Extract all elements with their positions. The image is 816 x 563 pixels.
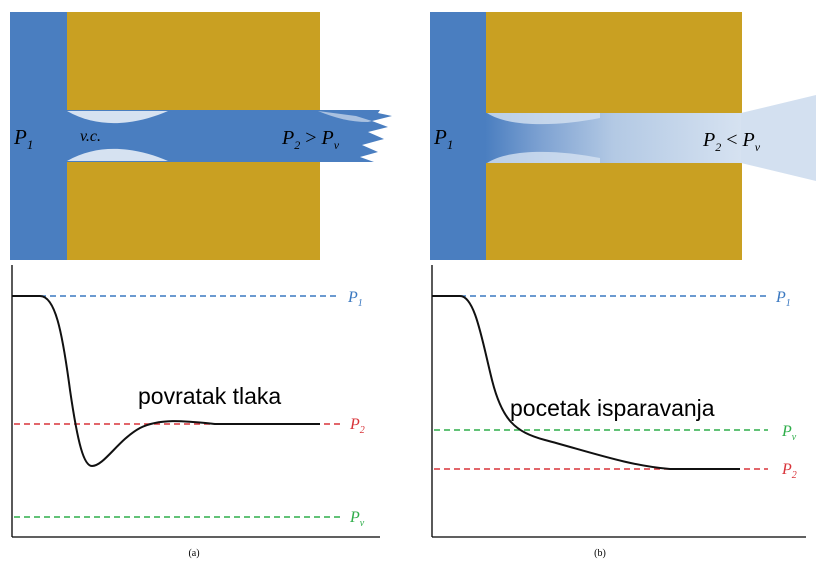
orifice-body-bottom-b <box>485 163 742 260</box>
vena-contracta-bottom-a <box>67 148 168 161</box>
caption-b: (b) <box>594 548 606 559</box>
panel-a-orifice <box>10 12 392 260</box>
orifice-body-bottom-a <box>66 162 320 260</box>
outlet-jet-a <box>318 110 392 162</box>
vaporization-onset-annotation: pocetak isparavanja <box>510 395 715 421</box>
outlet-vapor-jet-b <box>741 95 816 181</box>
orifice-body-top-b <box>485 12 742 113</box>
p1-line-label-a: P1 <box>347 289 363 309</box>
pressure-recovery-annotation: povratak tlaka <box>138 383 281 409</box>
jet-shading-a <box>318 111 372 122</box>
p1-line-label-b: P1 <box>775 289 791 309</box>
inlet-fluid-b <box>430 12 486 260</box>
inlet-fluid-a <box>10 12 67 260</box>
p2-line-label-a: P2 <box>349 416 365 436</box>
upstream-pressure-label-a: P1 <box>13 125 33 152</box>
orifice-body-top-a <box>66 12 320 110</box>
caption-a: (a) <box>188 548 199 559</box>
pressure-curve-a <box>12 295 320 468</box>
pv-line-label-a: Pv <box>349 509 365 529</box>
vapor-cavity-bottom-b <box>487 151 600 163</box>
downstream-condition-label-a: P2 > Pv <box>281 127 340 152</box>
p2-line-label-b: P2 <box>781 461 797 481</box>
vapor-cavity-top-b <box>487 113 600 125</box>
pressure-graph-a <box>11 265 380 538</box>
pressure-curve-b <box>432 295 740 470</box>
panel-b-orifice <box>430 12 816 260</box>
vena-contracta-top-a <box>67 111 168 124</box>
upstream-pressure-label-b: P1 <box>433 125 453 152</box>
downstream-condition-label-b: P2 < Pv <box>702 129 761 154</box>
pressure-graph-b <box>431 265 806 538</box>
vena-contracta-label: v.c. <box>80 128 101 145</box>
pv-line-label-b: Pv <box>781 423 797 443</box>
